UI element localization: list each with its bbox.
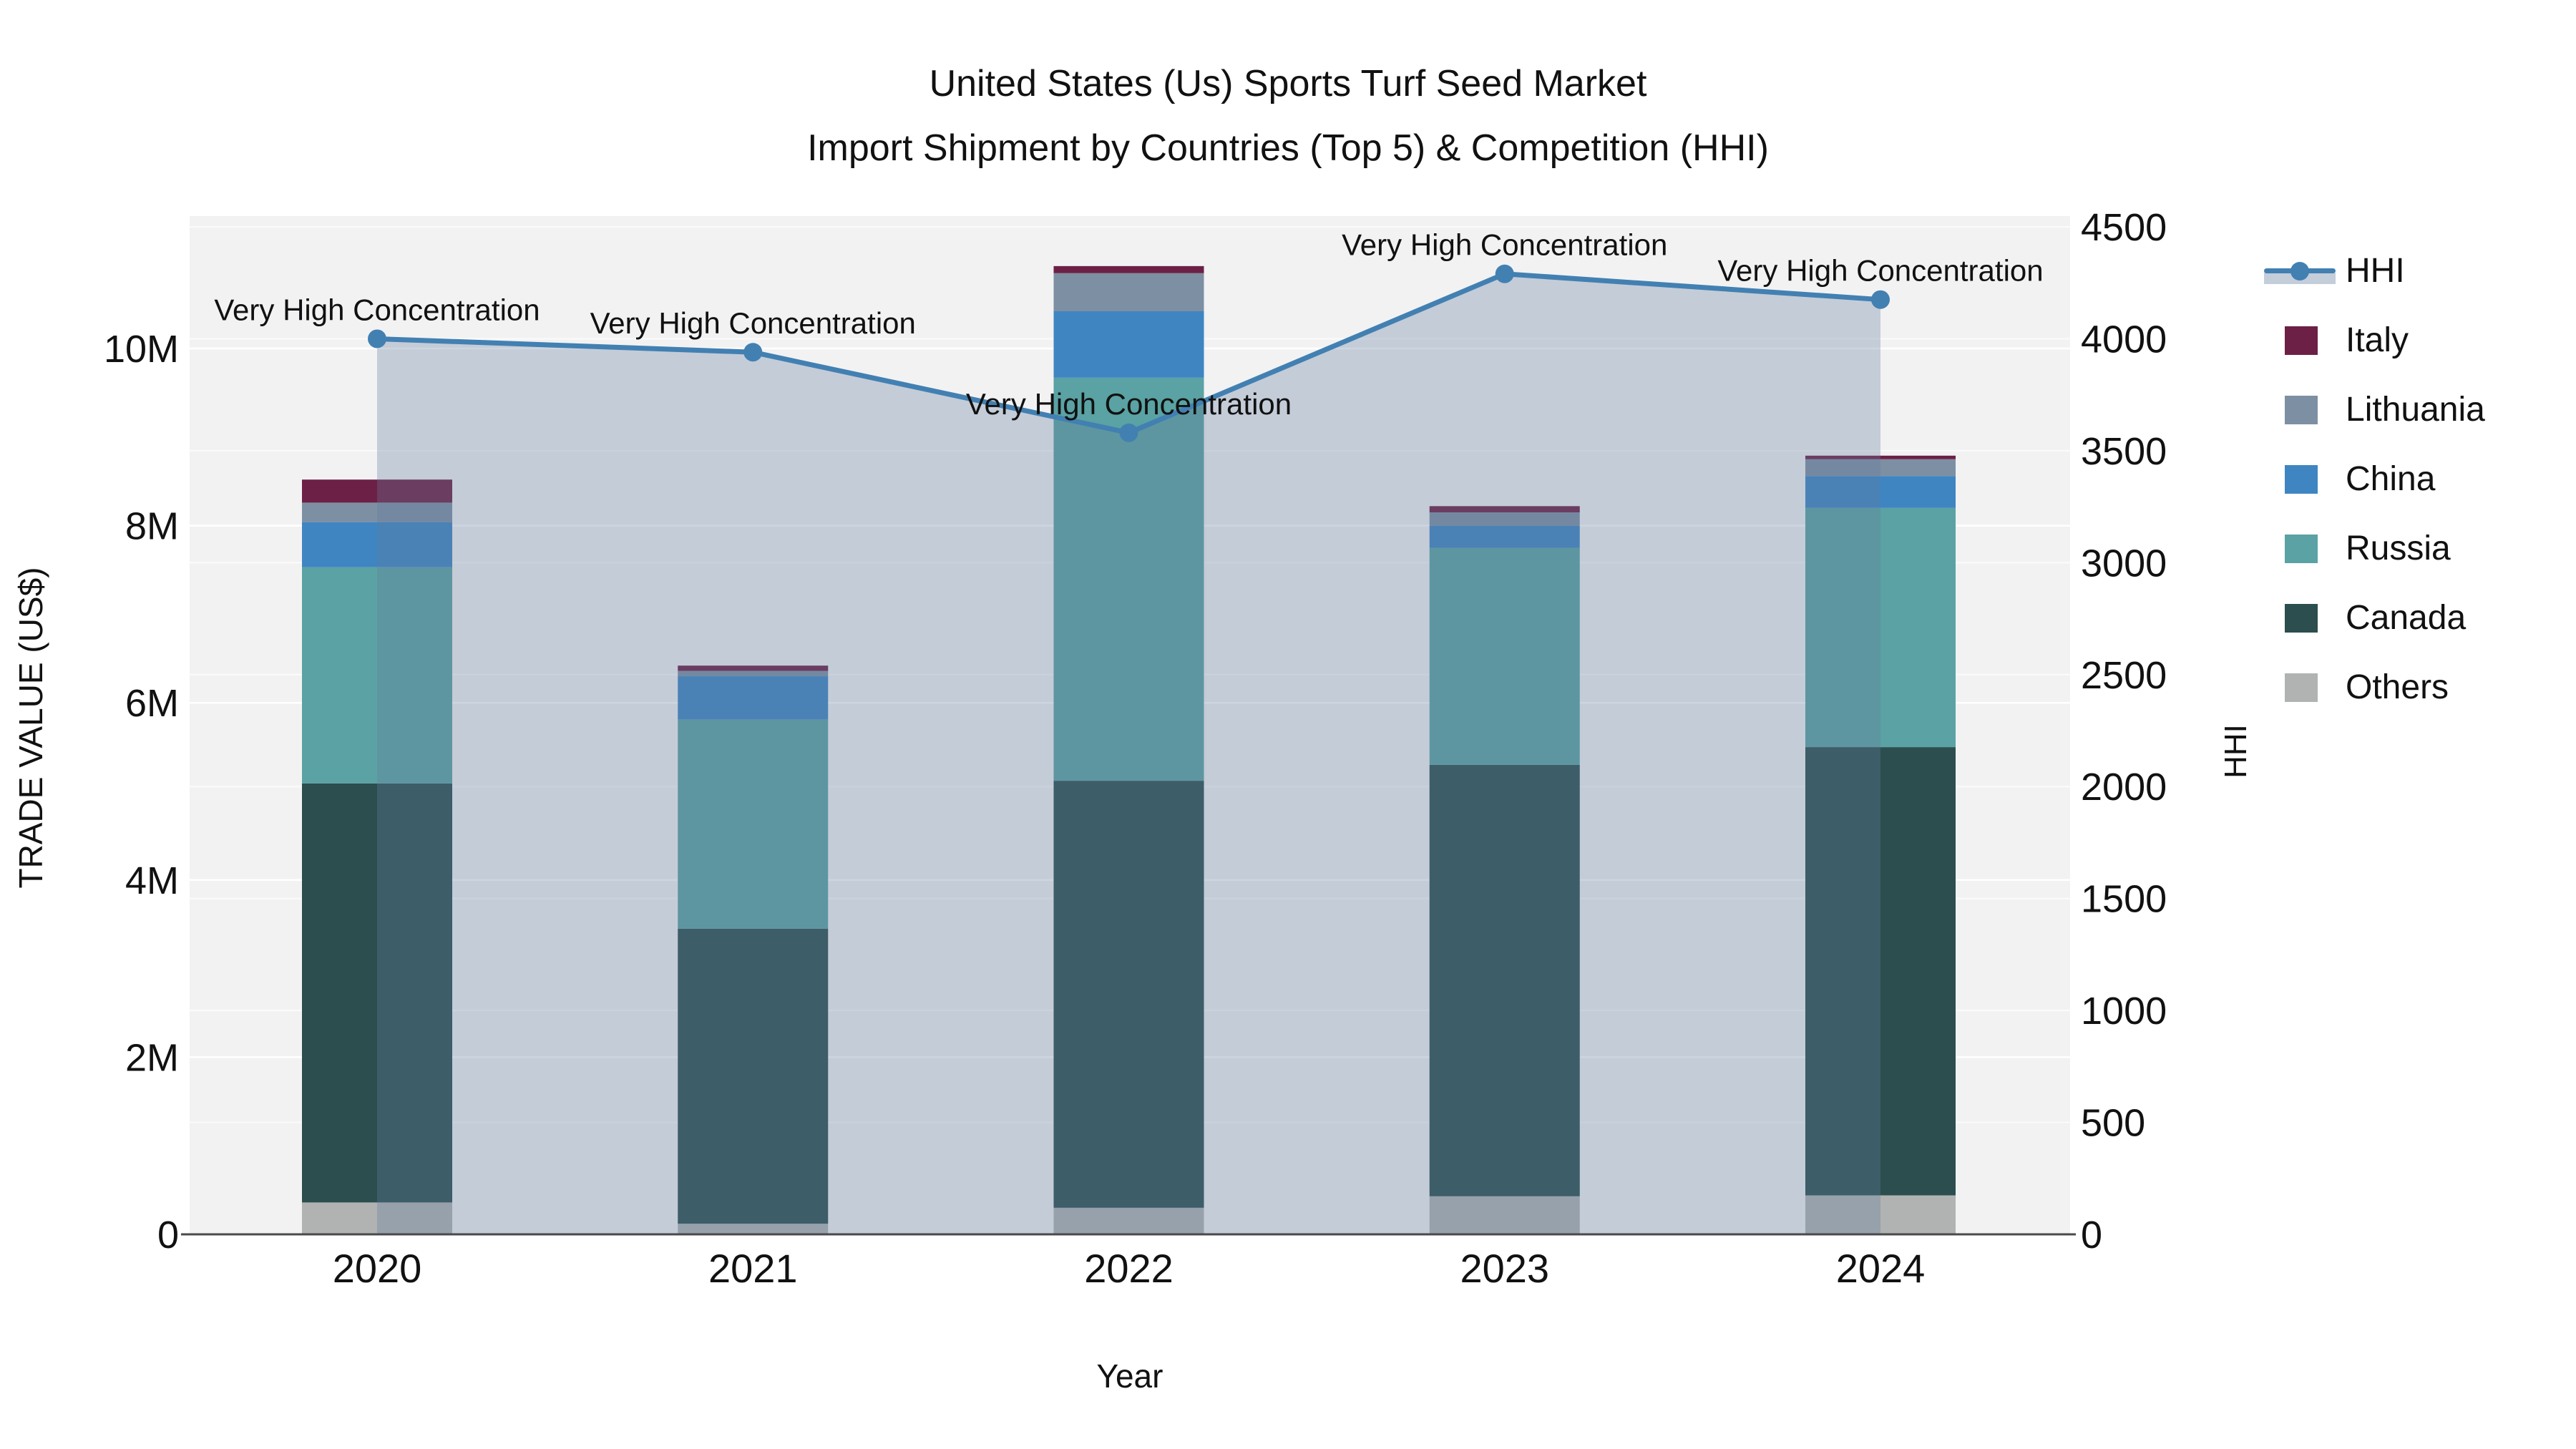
legend-item-hhi[interactable]: HHI <box>2254 236 2569 306</box>
x-axis-title: Year <box>1096 1357 1163 1395</box>
bar-segment-lithuania-2020 <box>302 502 452 522</box>
bar-segment-canada-2021 <box>678 928 829 1224</box>
x-tick-label-2022: 2022 <box>1084 1246 1174 1291</box>
annotation-2024: Very High Concentration <box>1717 254 2043 288</box>
bar-segment-others-2021 <box>678 1224 829 1234</box>
legend-label: China <box>2346 460 2436 498</box>
annotation-2020: Very High Concentration <box>214 293 540 326</box>
chart-title: United States (Us) Sports Turf Seed Mark… <box>0 52 2576 180</box>
legend-item-lithuania[interactable]: Lithuania <box>2254 375 2569 444</box>
legend: HHI Italy Lithuania China Russia Canada … <box>2254 236 2569 722</box>
y-right-tick-label: 3000 <box>2081 542 2167 585</box>
bar-segment-others-2022 <box>1053 1207 1204 1234</box>
hhi-marker-2022 <box>1119 423 1138 442</box>
bar-segment-others-2020 <box>302 1202 452 1234</box>
y-right-tick-label: 1500 <box>2081 878 2167 921</box>
legend-label: Lithuania <box>2346 391 2485 429</box>
bar-segment-italy-2023 <box>1429 506 1580 513</box>
y-right-tick-label: 0 <box>2081 1214 2102 1257</box>
bar-segment-russia-2022 <box>1053 377 1204 781</box>
y-left-tick-label: 8M <box>125 505 179 548</box>
bar-segment-italy-2021 <box>678 665 829 671</box>
y-right-tick-label: 1000 <box>2081 990 2167 1033</box>
hhi-marker-2024 <box>1871 290 1890 309</box>
annotation-2023: Very High Concentration <box>1342 228 1667 262</box>
russia-swatch-icon <box>2285 534 2318 563</box>
hhi-marker-2020 <box>368 329 386 348</box>
hhi-marker-2023 <box>1495 264 1514 283</box>
bar-segment-russia-2020 <box>302 567 452 784</box>
legend-item-others[interactable]: Others <box>2254 653 2569 722</box>
lithuania-swatch-icon <box>2285 395 2318 424</box>
y-right-tick-label: 2500 <box>2081 654 2167 697</box>
y-left-tick-label: 10M <box>104 328 179 371</box>
bar-segment-italy-2024 <box>1805 455 1956 459</box>
y-axis-title-left: TRADE VALUE (US$) <box>12 567 49 889</box>
bar-segment-china-2023 <box>1429 525 1580 548</box>
bar-segment-china-2024 <box>1805 476 1956 508</box>
bar-segment-russia-2023 <box>1429 547 1580 765</box>
annotation-2022: Very High Concentration <box>966 387 1292 421</box>
bar-segment-canada-2023 <box>1429 764 1580 1196</box>
bar-segment-china-2021 <box>678 676 829 720</box>
china-swatch-icon <box>2285 464 2318 494</box>
hhi-line-sample-icon <box>2264 257 2336 286</box>
chart-title-line1: United States (Us) Sports Turf Seed Mark… <box>929 63 1647 104</box>
bar-segment-others-2023 <box>1429 1196 1580 1234</box>
bar-segment-canada-2024 <box>1805 747 1956 1196</box>
y-right-tick-label: 3500 <box>2081 430 2167 473</box>
canada-swatch-icon <box>2285 603 2318 633</box>
x-tick-label-2021: 2021 <box>708 1246 798 1291</box>
x-tick-label-2023: 2023 <box>1460 1246 1549 1291</box>
y-right-tick-label: 2000 <box>2081 766 2167 809</box>
hhi-marker-2021 <box>743 343 763 362</box>
x-tick-label-2024: 2024 <box>1836 1246 1926 1291</box>
bar-segment-lithuania-2021 <box>678 670 829 677</box>
bar-segment-lithuania-2023 <box>1429 512 1580 526</box>
bar-segment-italy-2022 <box>1053 265 1204 273</box>
y-right-tick-label: 500 <box>2081 1102 2145 1145</box>
bar-segment-canada-2022 <box>1053 781 1204 1208</box>
legend-item-russia[interactable]: Russia <box>2254 514 2569 583</box>
bar-segment-russia-2024 <box>1805 507 1956 748</box>
italy-swatch-icon <box>2285 326 2318 355</box>
legend-label: HHI <box>2346 252 2405 290</box>
bar-segment-china-2020 <box>302 522 452 567</box>
bar-segment-china-2022 <box>1053 311 1204 378</box>
others-swatch-icon <box>2285 673 2318 702</box>
legend-label: Italy <box>2346 321 2409 359</box>
bar-segment-canada-2020 <box>302 783 452 1203</box>
legend-item-china[interactable]: China <box>2254 444 2569 514</box>
y-axis-title-right: HHI <box>2218 724 2253 779</box>
bar-segment-lithuania-2024 <box>1805 459 1956 477</box>
y-left-tick-label: 6M <box>125 682 179 725</box>
y-left-tick-label: 4M <box>125 859 179 902</box>
bar-segment-others-2024 <box>1805 1195 1956 1234</box>
chart-title-line2: Import Shipment by Countries (Top 5) & C… <box>807 127 1769 169</box>
y-right-tick-label: 4500 <box>2081 206 2167 249</box>
legend-label: Russia <box>2346 530 2451 567</box>
legend-item-canada[interactable]: Canada <box>2254 583 2569 653</box>
bar-segment-lithuania-2022 <box>1053 273 1204 312</box>
y-left-tick-label: 2M <box>125 1036 179 1079</box>
bar-segment-russia-2021 <box>678 719 829 929</box>
x-tick-label-2020: 2020 <box>333 1246 422 1291</box>
legend-label: Canada <box>2346 599 2467 637</box>
legend-item-italy[interactable]: Italy <box>2254 306 2569 375</box>
y-right-tick-label: 4000 <box>2081 318 2167 361</box>
bar-segment-italy-2020 <box>302 479 452 503</box>
y-left-tick-label: 0 <box>157 1214 179 1257</box>
annotation-2021: Very High Concentration <box>590 306 916 340</box>
hhi-area-fill <box>377 273 1880 1234</box>
legend-label: Others <box>2346 668 2449 706</box>
